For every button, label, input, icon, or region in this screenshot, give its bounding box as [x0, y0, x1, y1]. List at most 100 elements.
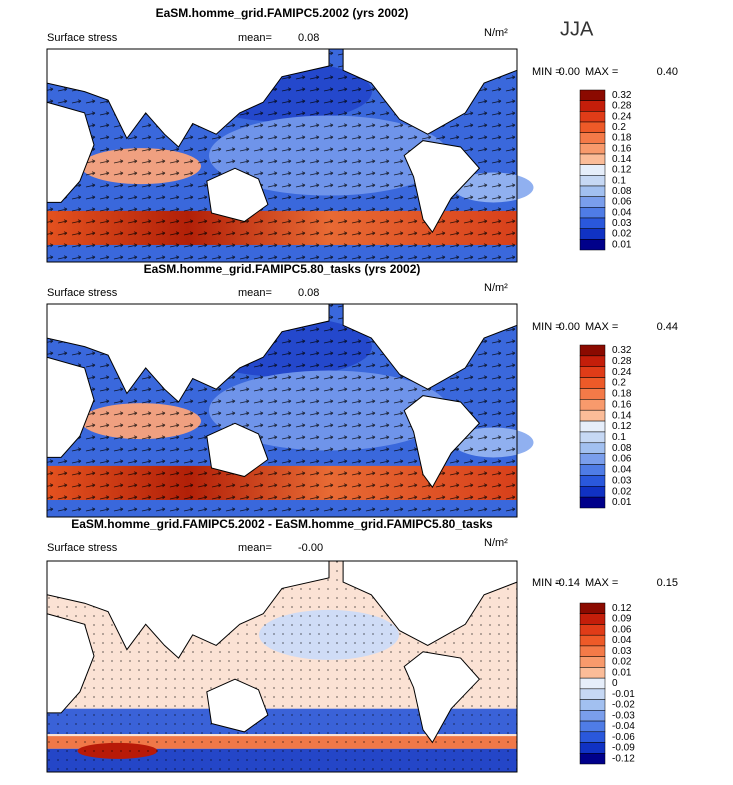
- mean-value: 0.08: [298, 287, 319, 299]
- field-name: Surface stress: [47, 287, 118, 299]
- colorbar-swatch: [579, 753, 606, 765]
- colorbar-swatch: [579, 486, 606, 498]
- colorbar-label: 0.01: [612, 497, 632, 508]
- colorbar-swatch: [579, 688, 606, 700]
- land: [206, 422, 269, 478]
- units: N/m²: [484, 282, 508, 294]
- colorbar-swatch: [579, 164, 606, 176]
- colorbar-swatch: [579, 453, 606, 465]
- colorbar-label: 0.03: [612, 475, 632, 486]
- colorbar-swatch: [579, 420, 606, 433]
- colorbar-swatch: [579, 431, 606, 444]
- colorbar-label: -0.02: [612, 700, 635, 711]
- colorbar-swatch: [579, 634, 606, 647]
- min-label: MIN =: [532, 66, 562, 78]
- colorbar-swatch: [579, 196, 606, 208]
- colorbar-label: 0.04: [612, 207, 632, 218]
- colorbar-swatch: [579, 699, 606, 711]
- colorbar-swatch: [579, 377, 606, 389]
- land: [403, 651, 481, 744]
- colorbar-swatch: [579, 667, 606, 679]
- colorbar-label: -0.03: [612, 710, 635, 721]
- colorbar-label: 0.32: [612, 345, 632, 356]
- colorbar-label: 0.2: [612, 122, 626, 133]
- colorbar-label: 0.06: [612, 197, 632, 208]
- colorbar-label: 0.02: [612, 229, 632, 240]
- map: [46, 48, 534, 263]
- colorbar-swatch: [579, 656, 606, 668]
- min-value: 0.00: [559, 321, 580, 333]
- colorbar-label: 0.18: [612, 389, 632, 400]
- colorbar-label: 0.09: [612, 614, 632, 625]
- min-value: 0.00: [559, 66, 580, 78]
- colorbar-swatch: [579, 153, 606, 165]
- max-value: 0.44: [657, 321, 678, 333]
- colorbar-swatch: [579, 111, 606, 123]
- colorbar-swatch: [579, 742, 606, 754]
- colorbar-swatch: [579, 475, 606, 487]
- min-value: -0.14: [555, 577, 580, 589]
- colorbar-label: 0.1: [612, 432, 626, 443]
- colorbar-label: 0.14: [612, 154, 632, 165]
- colorbar-label: 0.03: [612, 218, 632, 229]
- land: [46, 560, 330, 659]
- colorbar-label: 0.14: [612, 410, 632, 421]
- field-name: Surface stress: [47, 32, 118, 44]
- colorbar-swatch: [579, 344, 606, 357]
- colorbar-label: 0.16: [612, 143, 632, 154]
- colorbar-label: 0.04: [612, 635, 632, 646]
- colorbar-swatch: [579, 399, 606, 411]
- season-label: JJA: [560, 18, 594, 40]
- colorbar-label: 0.1: [612, 175, 626, 186]
- colorbar-label: 0.28: [612, 356, 632, 367]
- map: [46, 303, 534, 518]
- colorbar-swatch: [579, 677, 606, 690]
- colorbar-swatch: [579, 175, 606, 187]
- max-value: 0.40: [657, 66, 678, 78]
- colorbar-label: -0.09: [612, 743, 635, 754]
- mean-label: mean=: [238, 542, 272, 554]
- mean-label: mean=: [238, 287, 272, 299]
- colorbar-swatch: [579, 464, 606, 476]
- mean-value: 0.08: [298, 32, 319, 44]
- mean-value: -0.00: [298, 542, 323, 554]
- colorbar-swatch: [579, 89, 606, 101]
- colorbar-label: 0.01: [612, 667, 632, 678]
- map-frame: [46, 303, 518, 518]
- panel-title: EaSM.homme_grid.FAMIPC5.80_tasks (yrs 20…: [144, 262, 421, 276]
- colorbar-swatch: [579, 355, 606, 367]
- colorbar-label: -0.01: [612, 689, 635, 700]
- colorbar-label: 0.01: [612, 239, 632, 250]
- min-label: MIN =: [532, 321, 562, 333]
- colorbar-label: 0.08: [612, 186, 632, 197]
- colorbar-label: -0.04: [612, 721, 635, 732]
- land: [403, 395, 481, 489]
- colorbar-label: 0.06: [612, 624, 632, 635]
- colorbar-swatch: [579, 388, 606, 400]
- colorbar-label: 0.02: [612, 486, 632, 497]
- land: [206, 678, 269, 733]
- panel-title: EaSM.homme_grid.FAMIPC5.2002 - EaSM.homm…: [71, 517, 493, 531]
- field-name: Surface stress: [47, 542, 118, 554]
- colorbar-swatch: [579, 613, 606, 625]
- map-frame: [46, 48, 518, 263]
- colorbar-label: -0.12: [612, 753, 635, 764]
- colorbar-swatch: [579, 228, 606, 240]
- colorbar-label: 0: [612, 678, 618, 689]
- colorbar-swatch: [579, 442, 606, 454]
- colorbar-label: 0.12: [612, 421, 632, 432]
- land: [206, 167, 269, 223]
- colorbar-label: 0.32: [612, 90, 632, 101]
- colorbar-swatch: [579, 100, 606, 112]
- colorbar-label: 0.28: [612, 101, 632, 112]
- units: N/m²: [484, 537, 508, 549]
- land: [46, 303, 330, 403]
- colorbar-label: 0.04: [612, 465, 632, 476]
- units: N/m²: [484, 27, 508, 39]
- colorbar-swatch: [579, 602, 606, 614]
- colorbar-swatch: [579, 217, 606, 229]
- colorbar-label: 0.24: [612, 367, 632, 378]
- colorbar-swatch: [579, 710, 606, 722]
- land: [403, 140, 481, 234]
